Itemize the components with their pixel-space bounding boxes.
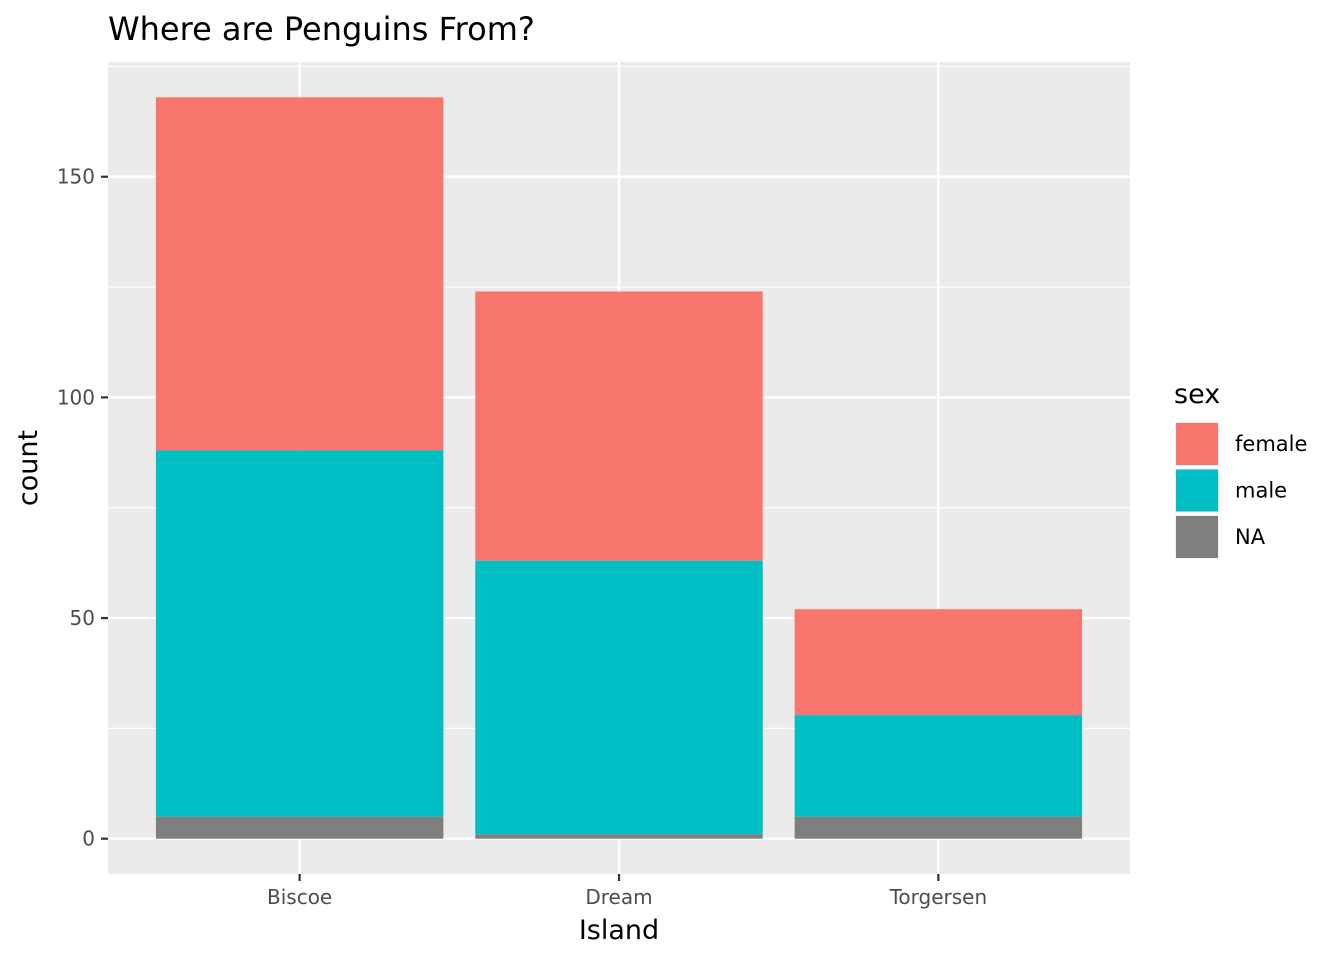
x-tick-label: Biscoe: [267, 885, 332, 909]
legend-label-male: male: [1235, 479, 1287, 503]
legend-key-male: [1176, 469, 1218, 512]
x-axis-title: Island: [579, 915, 659, 946]
bar-dream-female: [475, 291, 763, 561]
bar-torgersen-male: [794, 715, 1083, 817]
bar-biscoe-male: [155, 450, 444, 817]
legend-key-female: [1176, 423, 1218, 465]
bars: [155, 97, 1083, 839]
y-tick-label: 50: [70, 606, 95, 630]
legend-title: sex: [1174, 379, 1220, 410]
bar-dream-na: [475, 834, 763, 839]
legend: sex female male NA: [1174, 379, 1307, 559]
y-tick-label: 150: [57, 165, 95, 189]
legend-items: female male NA: [1175, 422, 1307, 559]
x-axis: Biscoe Dream Torgersen: [267, 874, 987, 909]
legend-label-na: NA: [1235, 525, 1266, 549]
legend-key-na: [1176, 516, 1218, 558]
y-axis-title: count: [13, 430, 44, 506]
bar-torgersen-female: [794, 609, 1083, 716]
y-tick-label: 0: [82, 827, 95, 851]
y-tick-label: 100: [57, 385, 95, 409]
chart-title: Where are Penguins From?: [108, 10, 535, 48]
y-axis: 0 50 100 150: [57, 165, 108, 851]
legend-label-female: female: [1235, 432, 1307, 456]
bar-torgersen-na: [794, 816, 1083, 839]
bar-biscoe-na: [155, 816, 444, 839]
bar-biscoe-female: [155, 97, 444, 451]
bar-dream-male: [475, 560, 763, 835]
x-tick-label: Torgersen: [889, 885, 988, 909]
x-tick-label: Dream: [585, 885, 652, 909]
